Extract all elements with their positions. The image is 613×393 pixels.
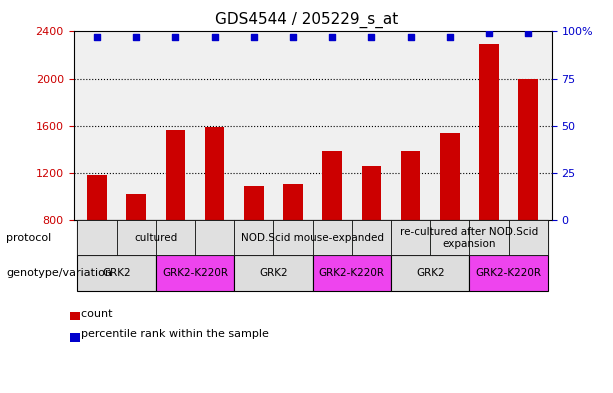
Point: [170, 34, 180, 40]
Text: GDS4544 / 205229_s_at: GDS4544 / 205229_s_at: [215, 12, 398, 28]
Point: [524, 30, 533, 37]
Point: [484, 30, 494, 37]
Bar: [440, 133, 460, 220]
Bar: [519, 79, 538, 220]
Text: GRK2: GRK2: [416, 268, 444, 278]
Text: NOD.Scid mouse-expanded: NOD.Scid mouse-expanded: [241, 233, 384, 243]
Text: GRK2-K220R: GRK2-K220R: [319, 268, 385, 278]
Bar: [322, 151, 342, 220]
Bar: [244, 186, 264, 220]
Text: GRK2: GRK2: [259, 268, 287, 278]
Text: re-cultured after NOD.Scid
expansion: re-cultured after NOD.Scid expansion: [400, 227, 539, 248]
Bar: [166, 130, 185, 220]
Text: percentile rank within the sample: percentile rank within the sample: [74, 329, 268, 339]
Text: genotype/variation: genotype/variation: [6, 268, 112, 278]
Point: [327, 34, 337, 40]
Bar: [362, 167, 381, 220]
Bar: [87, 174, 107, 220]
Point: [445, 34, 455, 40]
Text: GRK2-K220R: GRK2-K220R: [162, 268, 228, 278]
Point: [288, 34, 298, 40]
Bar: [205, 127, 224, 220]
Point: [92, 34, 102, 40]
Point: [406, 34, 416, 40]
Text: GRK2-K220R: GRK2-K220R: [476, 268, 542, 278]
Bar: [479, 44, 499, 220]
Point: [210, 34, 219, 40]
Bar: [283, 184, 303, 220]
Point: [249, 34, 259, 40]
Text: GRK2: GRK2: [102, 268, 131, 278]
Point: [131, 34, 141, 40]
Text: count: count: [74, 309, 112, 320]
Bar: [126, 194, 146, 220]
Text: cultured: cultured: [134, 233, 178, 243]
Bar: [401, 151, 421, 220]
Text: protocol: protocol: [6, 233, 51, 243]
Point: [367, 34, 376, 40]
